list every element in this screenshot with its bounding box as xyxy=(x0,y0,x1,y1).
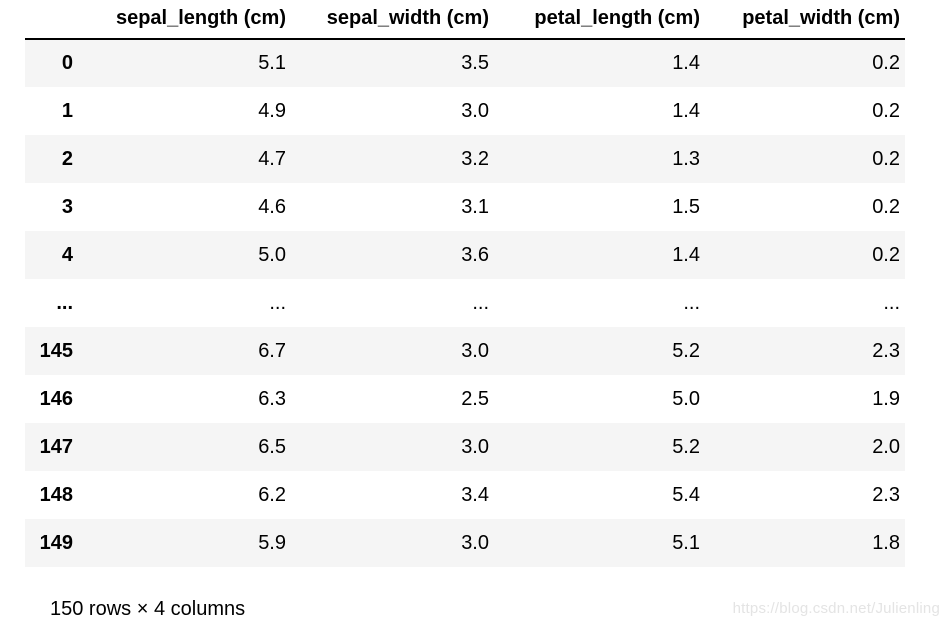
table-row: 149 5.9 3.0 5.1 1.8 xyxy=(25,519,905,567)
row-index: 145 xyxy=(39,339,73,362)
cell-sepal-length: 5.0 xyxy=(258,243,286,266)
cell-petal-width: ... xyxy=(883,291,900,314)
row-index: 1 xyxy=(61,99,73,122)
cell-sepal-width: 3.1 xyxy=(461,195,489,218)
cell-sepal-width: 3.0 xyxy=(461,339,489,362)
cell-petal-width: 0.2 xyxy=(872,147,900,170)
cell-sepal-length: 6.2 xyxy=(258,483,286,506)
cell-sepal-width: 3.2 xyxy=(461,147,489,170)
dataframe-shape-summary: 150 rows × 4 columns xyxy=(50,598,246,620)
header-row: sepal_length (cm) sepal_width (cm) petal… xyxy=(25,0,905,40)
row-index: 4 xyxy=(61,243,73,266)
cell-sepal-width: ... xyxy=(472,291,489,314)
csdn-watermark: https://blog.csdn.net/Julienling xyxy=(732,600,940,617)
cell-petal-width: 2.3 xyxy=(872,339,900,362)
cell-sepal-width: 3.0 xyxy=(461,531,489,554)
cell-sepal-width: 3.0 xyxy=(461,99,489,122)
cell-petal-length: 5.2 xyxy=(672,339,700,362)
cell-sepal-width: 3.5 xyxy=(461,52,489,74)
table-header: sepal_length (cm) sepal_width (cm) petal… xyxy=(25,0,905,40)
cell-sepal-length: 5.9 xyxy=(258,531,286,554)
table-row: 2 4.7 3.2 1.3 0.2 xyxy=(25,135,905,183)
table-row: 3 4.6 3.1 1.5 0.2 xyxy=(25,183,905,231)
cell-petal-width: 2.0 xyxy=(872,435,900,458)
cell-petal-length: 1.4 xyxy=(672,243,700,266)
row-index: 2 xyxy=(61,147,73,170)
cell-petal-width: 0.2 xyxy=(872,52,900,74)
row-index: 146 xyxy=(39,387,73,410)
cell-petal-length: 1.4 xyxy=(672,52,700,74)
index-column-header xyxy=(25,0,78,40)
cell-petal-width: 0.2 xyxy=(872,99,900,122)
cell-petal-length: 5.4 xyxy=(672,483,700,506)
table-body: 0 5.1 3.5 1.4 0.2 1 4.9 3.0 1.4 0.2 2 4.… xyxy=(25,39,905,567)
cell-sepal-length: 6.3 xyxy=(258,387,286,410)
table-row: 148 6.2 3.4 5.4 2.3 xyxy=(25,471,905,519)
row-index: ... xyxy=(56,291,73,314)
cell-sepal-length: ... xyxy=(269,291,286,314)
cell-petal-length: ... xyxy=(683,291,700,314)
column-header-petal-width: petal_width (cm) xyxy=(705,0,905,40)
cell-petal-length: 5.2 xyxy=(672,435,700,458)
table-row: 146 6.3 2.5 5.0 1.9 xyxy=(25,375,905,423)
cell-petal-width: 0.2 xyxy=(872,243,900,266)
column-header-sepal-length: sepal_length (cm) xyxy=(78,0,291,40)
cell-petal-length: 1.4 xyxy=(672,99,700,122)
table-row: 145 6.7 3.0 5.2 2.3 xyxy=(25,327,905,375)
cell-petal-width: 0.2 xyxy=(872,195,900,218)
cell-petal-width: 1.8 xyxy=(872,531,900,554)
table-row: 0 5.1 3.5 1.4 0.2 xyxy=(25,39,905,87)
row-index: 149 xyxy=(39,531,73,554)
table-row: 1 4.9 3.0 1.4 0.2 xyxy=(25,87,905,135)
cell-petal-width: 2.3 xyxy=(872,483,900,506)
cell-sepal-width: 3.4 xyxy=(461,483,489,506)
cell-sepal-length: 4.7 xyxy=(258,147,286,170)
table-row: ... ... ... ... ... xyxy=(25,279,905,327)
row-index: 3 xyxy=(61,195,73,218)
cell-petal-length: 1.3 xyxy=(672,147,700,170)
cell-sepal-width: 3.0 xyxy=(461,435,489,458)
dataframe-table: sepal_length (cm) sepal_width (cm) petal… xyxy=(25,0,905,567)
cell-sepal-length: 4.6 xyxy=(258,195,286,218)
cell-petal-length: 5.0 xyxy=(672,387,700,410)
cell-sepal-length: 6.5 xyxy=(258,435,286,458)
row-index: 0 xyxy=(61,52,73,74)
row-index: 147 xyxy=(39,435,73,458)
column-header-petal-length: petal_length (cm) xyxy=(494,0,705,40)
cell-sepal-length: 6.7 xyxy=(258,339,286,362)
table-row: 147 6.5 3.0 5.2 2.0 xyxy=(25,423,905,471)
cell-petal-width: 1.9 xyxy=(872,387,900,410)
cell-sepal-length: 5.1 xyxy=(258,52,286,74)
cell-sepal-length: 4.9 xyxy=(258,99,286,122)
cell-petal-length: 5.1 xyxy=(672,531,700,554)
cell-sepal-width: 3.6 xyxy=(461,243,489,266)
cell-sepal-width: 2.5 xyxy=(461,387,489,410)
column-header-sepal-width: sepal_width (cm) xyxy=(291,0,494,40)
cell-petal-length: 1.5 xyxy=(672,195,700,218)
row-index: 148 xyxy=(39,483,73,506)
table-row: 4 5.0 3.6 1.4 0.2 xyxy=(25,231,905,279)
